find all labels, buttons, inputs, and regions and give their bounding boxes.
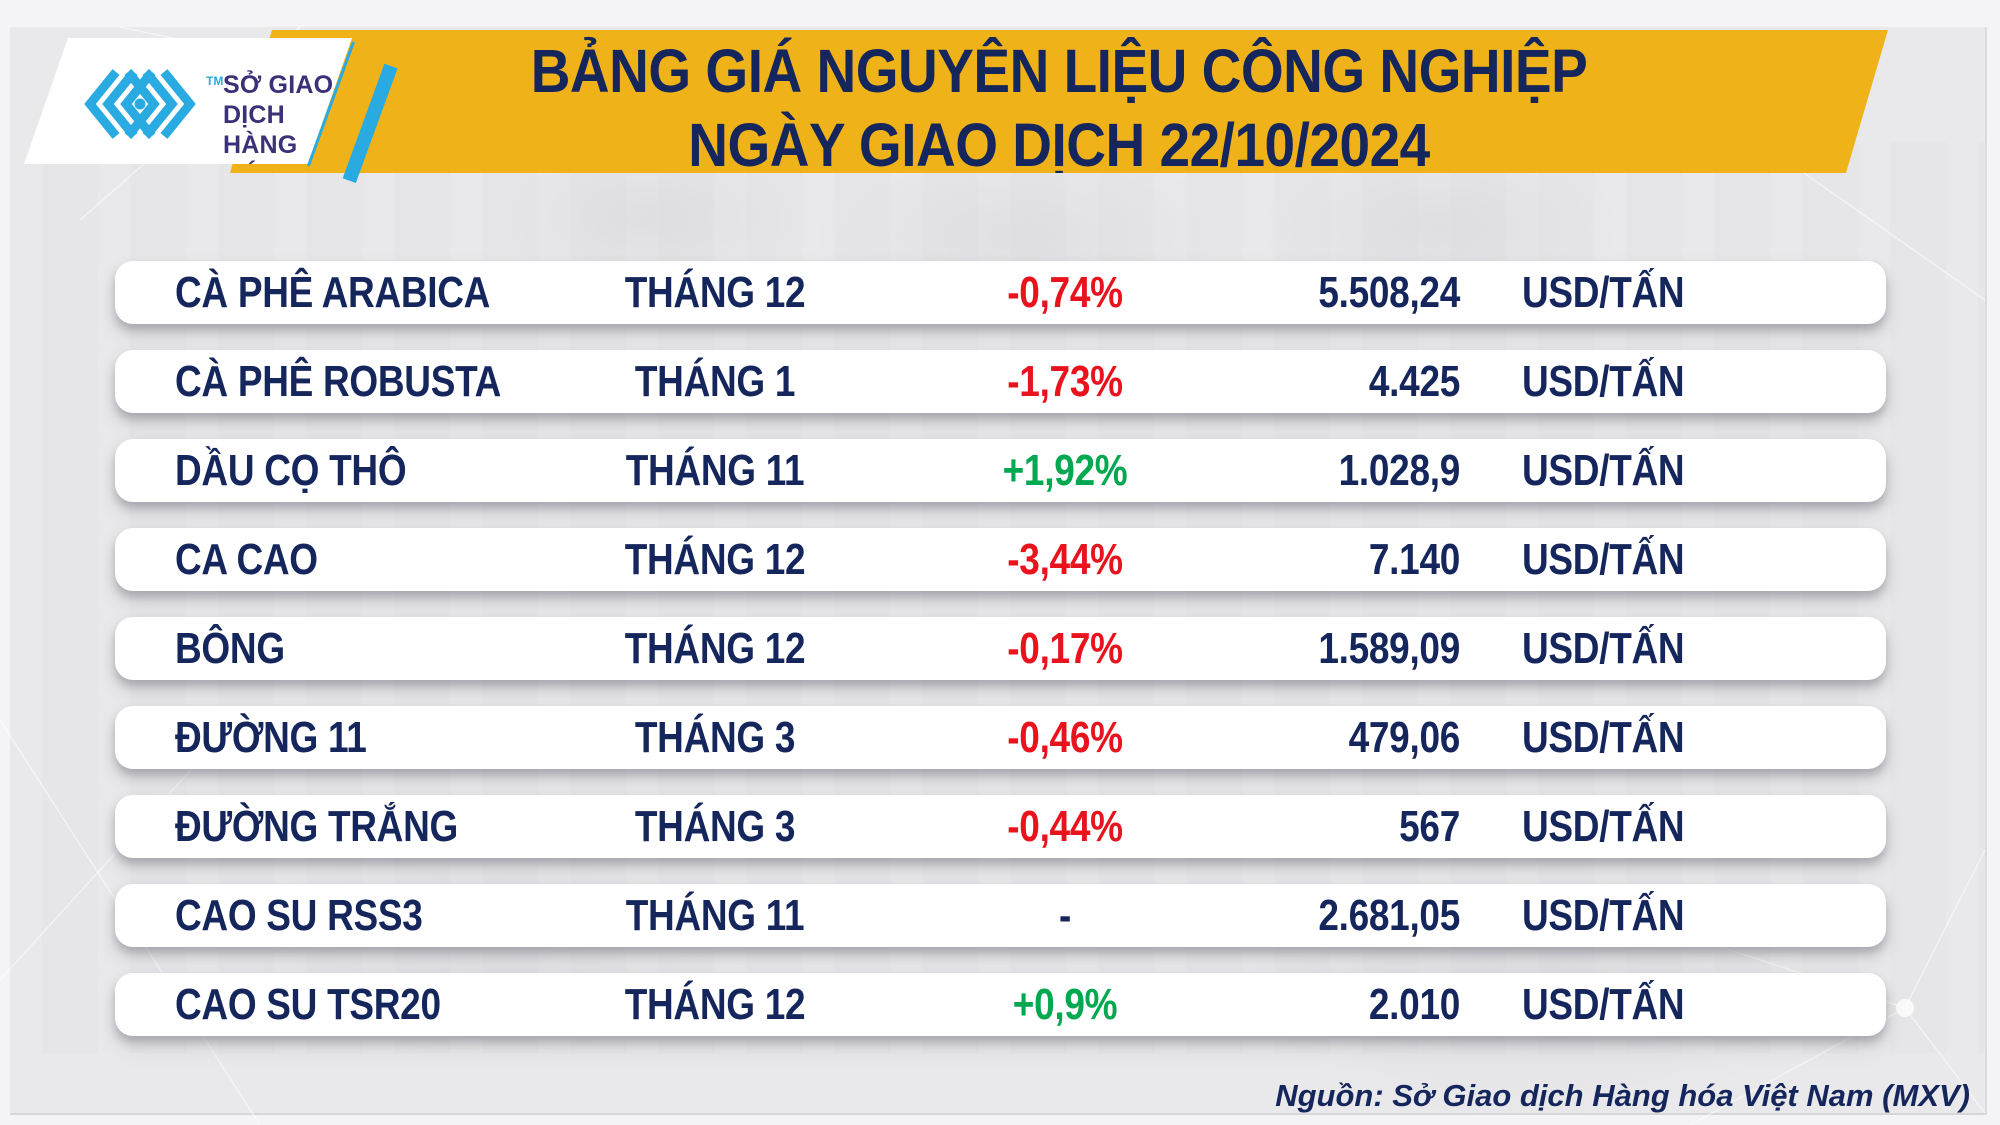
price-unit: USD/TẤN — [1522, 445, 1685, 495]
change-percent: -0,44% — [1007, 801, 1123, 851]
contract-month: THÁNG 11 — [625, 890, 805, 940]
price-unit: USD/TẤN — [1522, 979, 1685, 1029]
commodity-name: ĐƯỜNG 11 — [175, 712, 367, 762]
table-row: CÀ PHÊ ARABICA THÁNG 12 -0,74% 5.508,24 … — [115, 261, 1886, 324]
table-row: CA CAO THÁNG 12 -3,44% 7.140 USD/TẤN — [115, 528, 1886, 591]
table-row: ĐƯỜNG 11 THÁNG 3 -0,46% 479,06 USD/TẤN — [115, 706, 1886, 769]
page-title: BẢNG GIÁ NGUYÊN LIỆU CÔNG NGHIỆP NGÀY GI… — [230, 34, 1888, 180]
price-value: 479,06 — [1348, 712, 1461, 762]
price-unit: USD/TẤN — [1522, 712, 1685, 762]
commodity-name: CAO SU RSS3 — [175, 890, 423, 940]
contract-month: THÁNG 1 — [634, 356, 796, 406]
change-percent: - — [1058, 890, 1072, 940]
commodity-name: CÀ PHÊ ROBUSTA — [175, 356, 502, 406]
source-attribution: Nguồn: Sở Giao dịch Hàng hóa Việt Nam (M… — [1275, 1078, 1970, 1113]
change-percent: -0,17% — [1007, 623, 1123, 673]
price-value: 2.010 — [1368, 979, 1460, 1029]
contract-month: THÁNG 3 — [634, 712, 796, 762]
table-row: CAO SU RSS3 THÁNG 11 - 2.681,05 USD/TẤN — [115, 884, 1886, 947]
commodity-name: ĐƯỜNG TRẮNG — [175, 801, 458, 851]
page-title-line2: NGÀY GIAO DỊCH 22/10/2024 — [688, 110, 1430, 180]
exchange-name-line1: SỞ GIAO DỊCH — [223, 71, 334, 129]
trademark-symbol: TM — [206, 74, 224, 88]
table-row: DẦU CỌ THÔ THÁNG 11 +1,92% 1.028,9 USD/T… — [115, 439, 1886, 502]
contract-month: THÁNG 12 — [624, 267, 806, 317]
change-percent: +0,9% — [1012, 979, 1118, 1029]
change-percent: -0,74% — [1007, 267, 1123, 317]
price-value: 5.508,24 — [1318, 267, 1460, 317]
commodity-name: CAO SU TSR20 — [175, 979, 441, 1029]
change-percent: -3,44% — [1007, 534, 1123, 584]
table-row: CAO SU TSR20 THÁNG 12 +0,9% 2.010 USD/TẤ… — [115, 973, 1886, 1036]
price-value: 2.681,05 — [1318, 890, 1460, 940]
contract-month: THÁNG 12 — [624, 979, 806, 1029]
price-unit: USD/TẤN — [1522, 534, 1685, 584]
commodity-name: BÔNG — [175, 623, 285, 673]
price-unit: USD/TẤN — [1522, 890, 1685, 940]
price-unit: USD/TẤN — [1522, 801, 1685, 851]
price-value: 1.028,9 — [1338, 445, 1461, 495]
table-row: BÔNG THÁNG 12 -0,17% 1.589,09 USD/TẤN — [115, 617, 1886, 680]
change-percent: -0,46% — [1007, 712, 1123, 762]
exchange-name: SỞ GIAO DỊCH HÀNG HÓA VIỆT NAM — [223, 70, 352, 164]
contract-month: THÁNG 11 — [625, 445, 805, 495]
price-unit: USD/TẤN — [1522, 267, 1685, 317]
price-unit: USD/TẤN — [1522, 623, 1685, 673]
commodity-name: CÀ PHÊ ARABICA — [175, 267, 491, 317]
exchange-name-line2: HÀNG HÓA — [223, 131, 298, 164]
price-value: 567 — [1399, 801, 1460, 851]
table-row: ĐƯỜNG TRẮNG THÁNG 3 -0,44% 567 USD/TẤN — [115, 795, 1886, 858]
price-value: 7.140 — [1368, 534, 1460, 584]
change-percent: +1,92% — [1002, 445, 1128, 495]
commodity-name: DẦU CỌ THÔ — [175, 445, 407, 495]
contract-month: THÁNG 12 — [624, 623, 806, 673]
price-table: CÀ PHÊ ARABICA THÁNG 12 -0,74% 5.508,24 … — [115, 261, 1886, 1036]
contract-month: THÁNG 12 — [624, 534, 806, 584]
contract-month: THÁNG 3 — [634, 801, 796, 851]
price-value: 1.589,09 — [1318, 623, 1460, 673]
price-unit: USD/TẤN — [1522, 356, 1685, 406]
price-value: 4.425 — [1368, 356, 1460, 406]
mxv-logo-card: TM SỞ GIAO DỊCH HÀNG HÓA VIỆT NAM — [24, 38, 352, 164]
change-percent: -1,73% — [1007, 356, 1123, 406]
title-banner: BẢNG GIÁ NGUYÊN LIỆU CÔNG NGHIỆP NGÀY GI… — [230, 30, 1888, 173]
page-title-line1: BẢNG GIÁ NGUYÊN LIỆU CÔNG NGHIỆP — [530, 36, 1588, 106]
commodity-name: CA CAO — [175, 534, 318, 584]
table-row: CÀ PHÊ ROBUSTA THÁNG 1 -1,73% 4.425 USD/… — [115, 350, 1886, 413]
mxv-logo-icon — [84, 69, 196, 139]
